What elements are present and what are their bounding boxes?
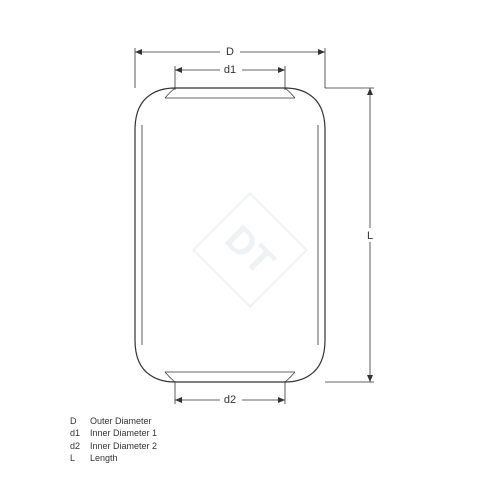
legend-row: d1 Inner Diameter 1 — [70, 427, 157, 440]
legend-desc: Inner Diameter 2 — [90, 440, 157, 453]
legend: D Outer Diameter d1 Inner Diameter 1 d2 … — [70, 415, 157, 465]
legend-key: D — [70, 415, 90, 428]
legend-key: d1 — [70, 427, 90, 440]
legend-row: L Length — [70, 452, 157, 465]
legend-row: d2 Inner Diameter 2 — [70, 440, 157, 453]
legend-desc: Outer Diameter — [90, 415, 152, 428]
legend-desc: Length — [90, 452, 118, 465]
legend-row: D Outer Diameter — [70, 415, 157, 428]
dim-L-label: L — [367, 230, 373, 242]
dim-d2-label: d2 — [224, 394, 236, 406]
dim-d1-label: d1 — [224, 64, 236, 76]
legend-desc: Inner Diameter 1 — [90, 427, 157, 440]
legend-key: d2 — [70, 440, 90, 453]
legend-key: L — [70, 452, 90, 465]
dim-D-label: D — [226, 46, 234, 58]
svg-text:DT: DT — [217, 218, 283, 284]
